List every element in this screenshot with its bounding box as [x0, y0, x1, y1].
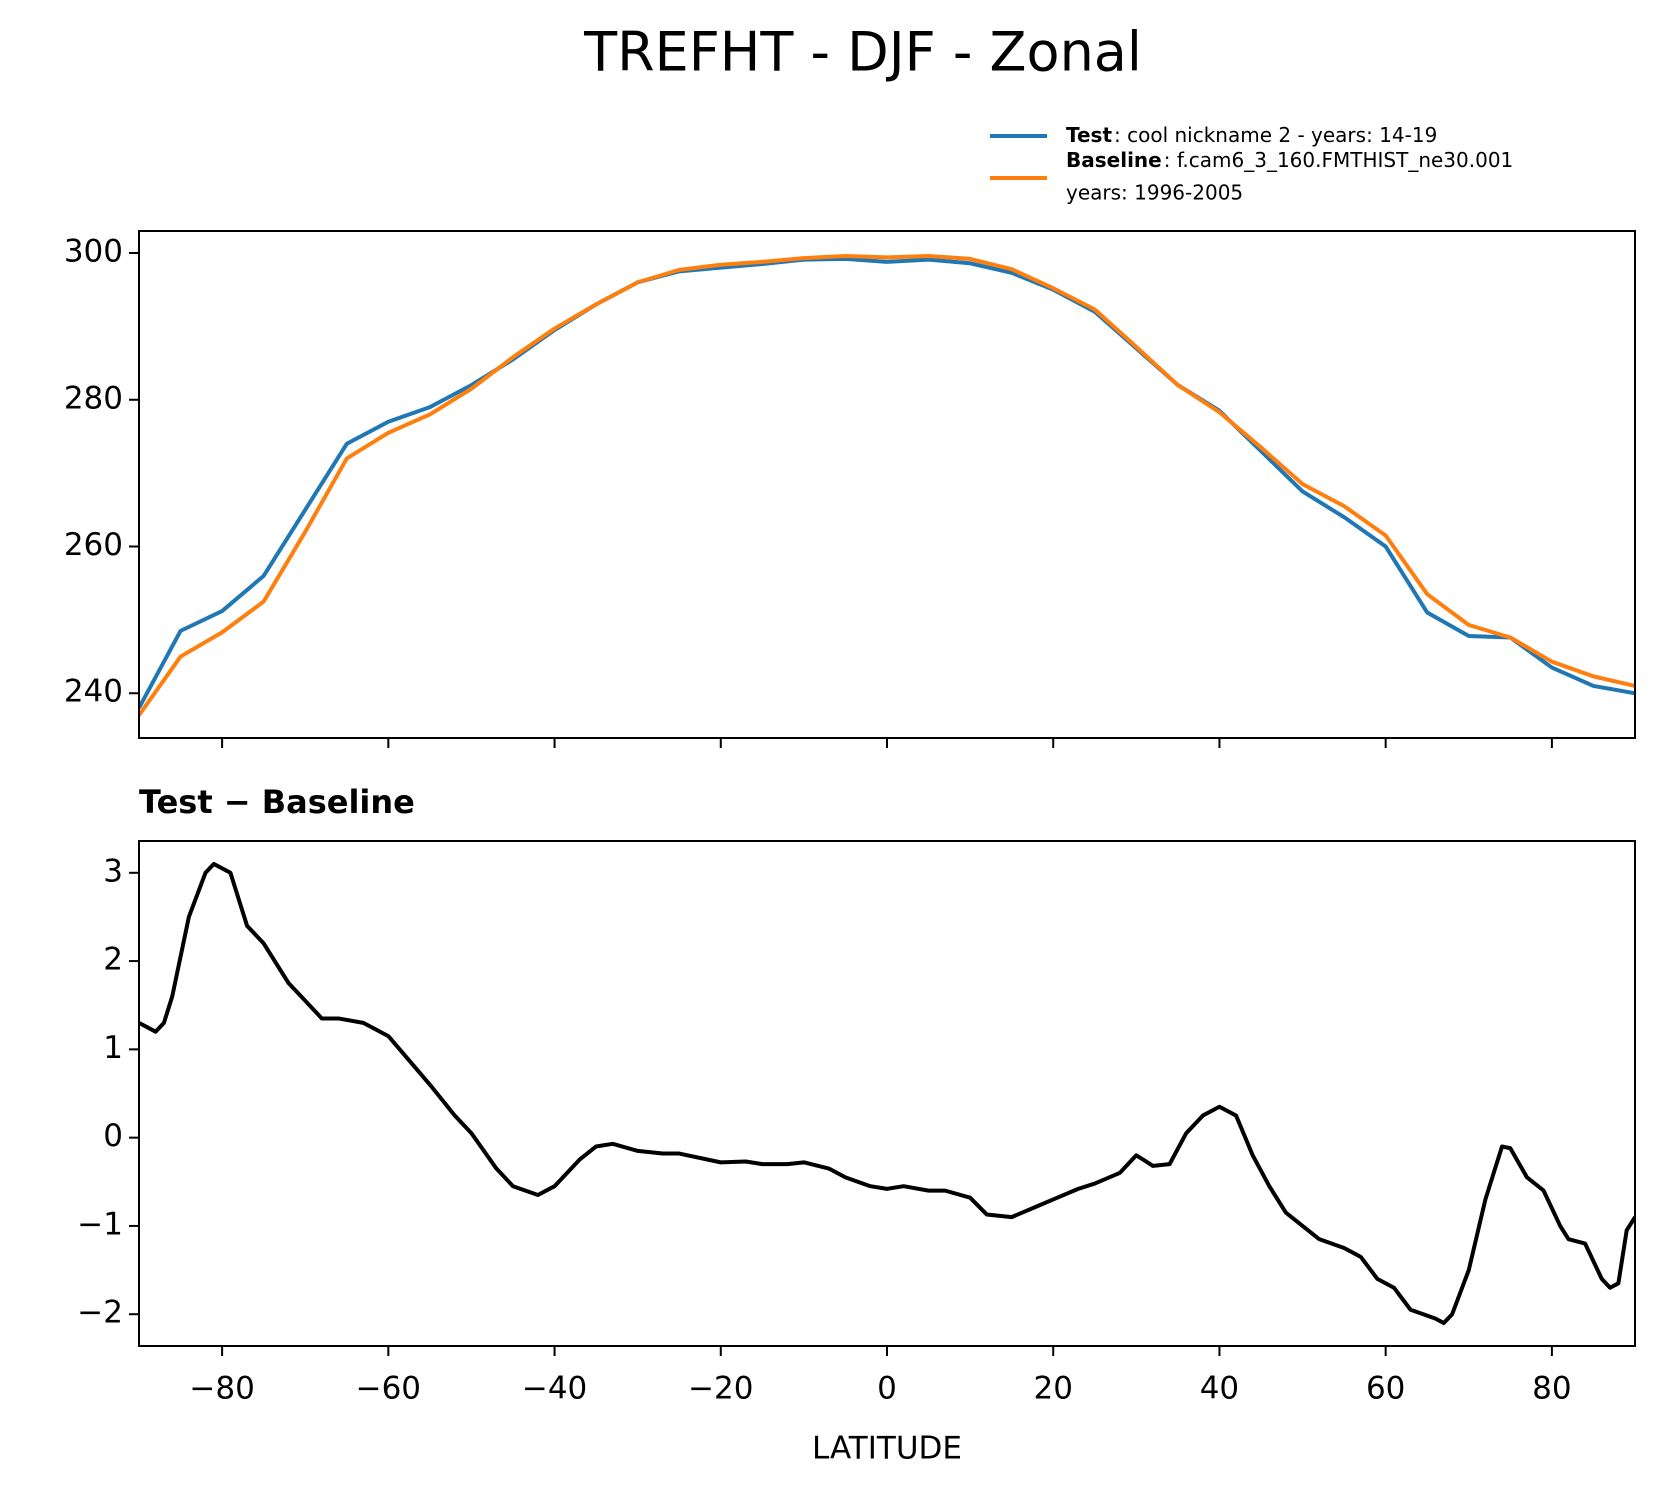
y-tick-label: 260: [64, 527, 123, 563]
data-line: [139, 253, 1635, 717]
y-tick-label: 240: [64, 674, 123, 710]
x-tick-label: −40: [522, 1371, 587, 1407]
legend-label: Test: cool nickname 2 - years: 14-19: [1066, 123, 1437, 147]
y-tick-label: 0: [103, 1118, 123, 1154]
axes-frame: [138, 230, 1636, 739]
x-tick-label: −20: [688, 1371, 753, 1407]
y-tick-label: 280: [64, 380, 123, 416]
figure-title: TREFHT - DJF - Zonal: [583, 21, 1142, 84]
y-tick-label: 1: [103, 1030, 123, 1066]
y-tick-label: 2: [103, 942, 123, 978]
x-tick-label: −80: [189, 1371, 254, 1407]
axes-frame: [138, 840, 1636, 1347]
legend-description: : f.cam6_3_160.FMTHIST_ne30.001: [1164, 148, 1514, 172]
y-tick-label: −1: [77, 1206, 123, 1242]
data-line: [139, 256, 1635, 709]
x-axis-label: LATITUDE: [812, 1431, 962, 1467]
subplot-title: Test − Baseline: [139, 783, 415, 821]
x-tick-label: −60: [356, 1371, 421, 1407]
y-tick-label: 3: [103, 853, 123, 889]
x-tick-label: 20: [1033, 1371, 1072, 1407]
legend-name: Baseline: [1066, 148, 1162, 172]
x-tick-label: 0: [877, 1371, 897, 1407]
x-tick-label: 80: [1532, 1371, 1571, 1407]
y-tick-label: 300: [64, 234, 123, 270]
legend-label: Baseline: f.cam6_3_160.FMTHIST_ne30.001: [1066, 148, 1513, 172]
legend-name: Test: [1066, 123, 1112, 147]
x-tick-label: 60: [1366, 1371, 1405, 1407]
data-line: [139, 861, 1635, 1326]
legend-description: years: 1996-2005: [1066, 181, 1243, 205]
legend-description: : cool nickname 2 - years: 14-19: [1114, 123, 1437, 147]
x-tick-label: 40: [1200, 1371, 1239, 1407]
y-tick-label: −2: [77, 1295, 123, 1331]
